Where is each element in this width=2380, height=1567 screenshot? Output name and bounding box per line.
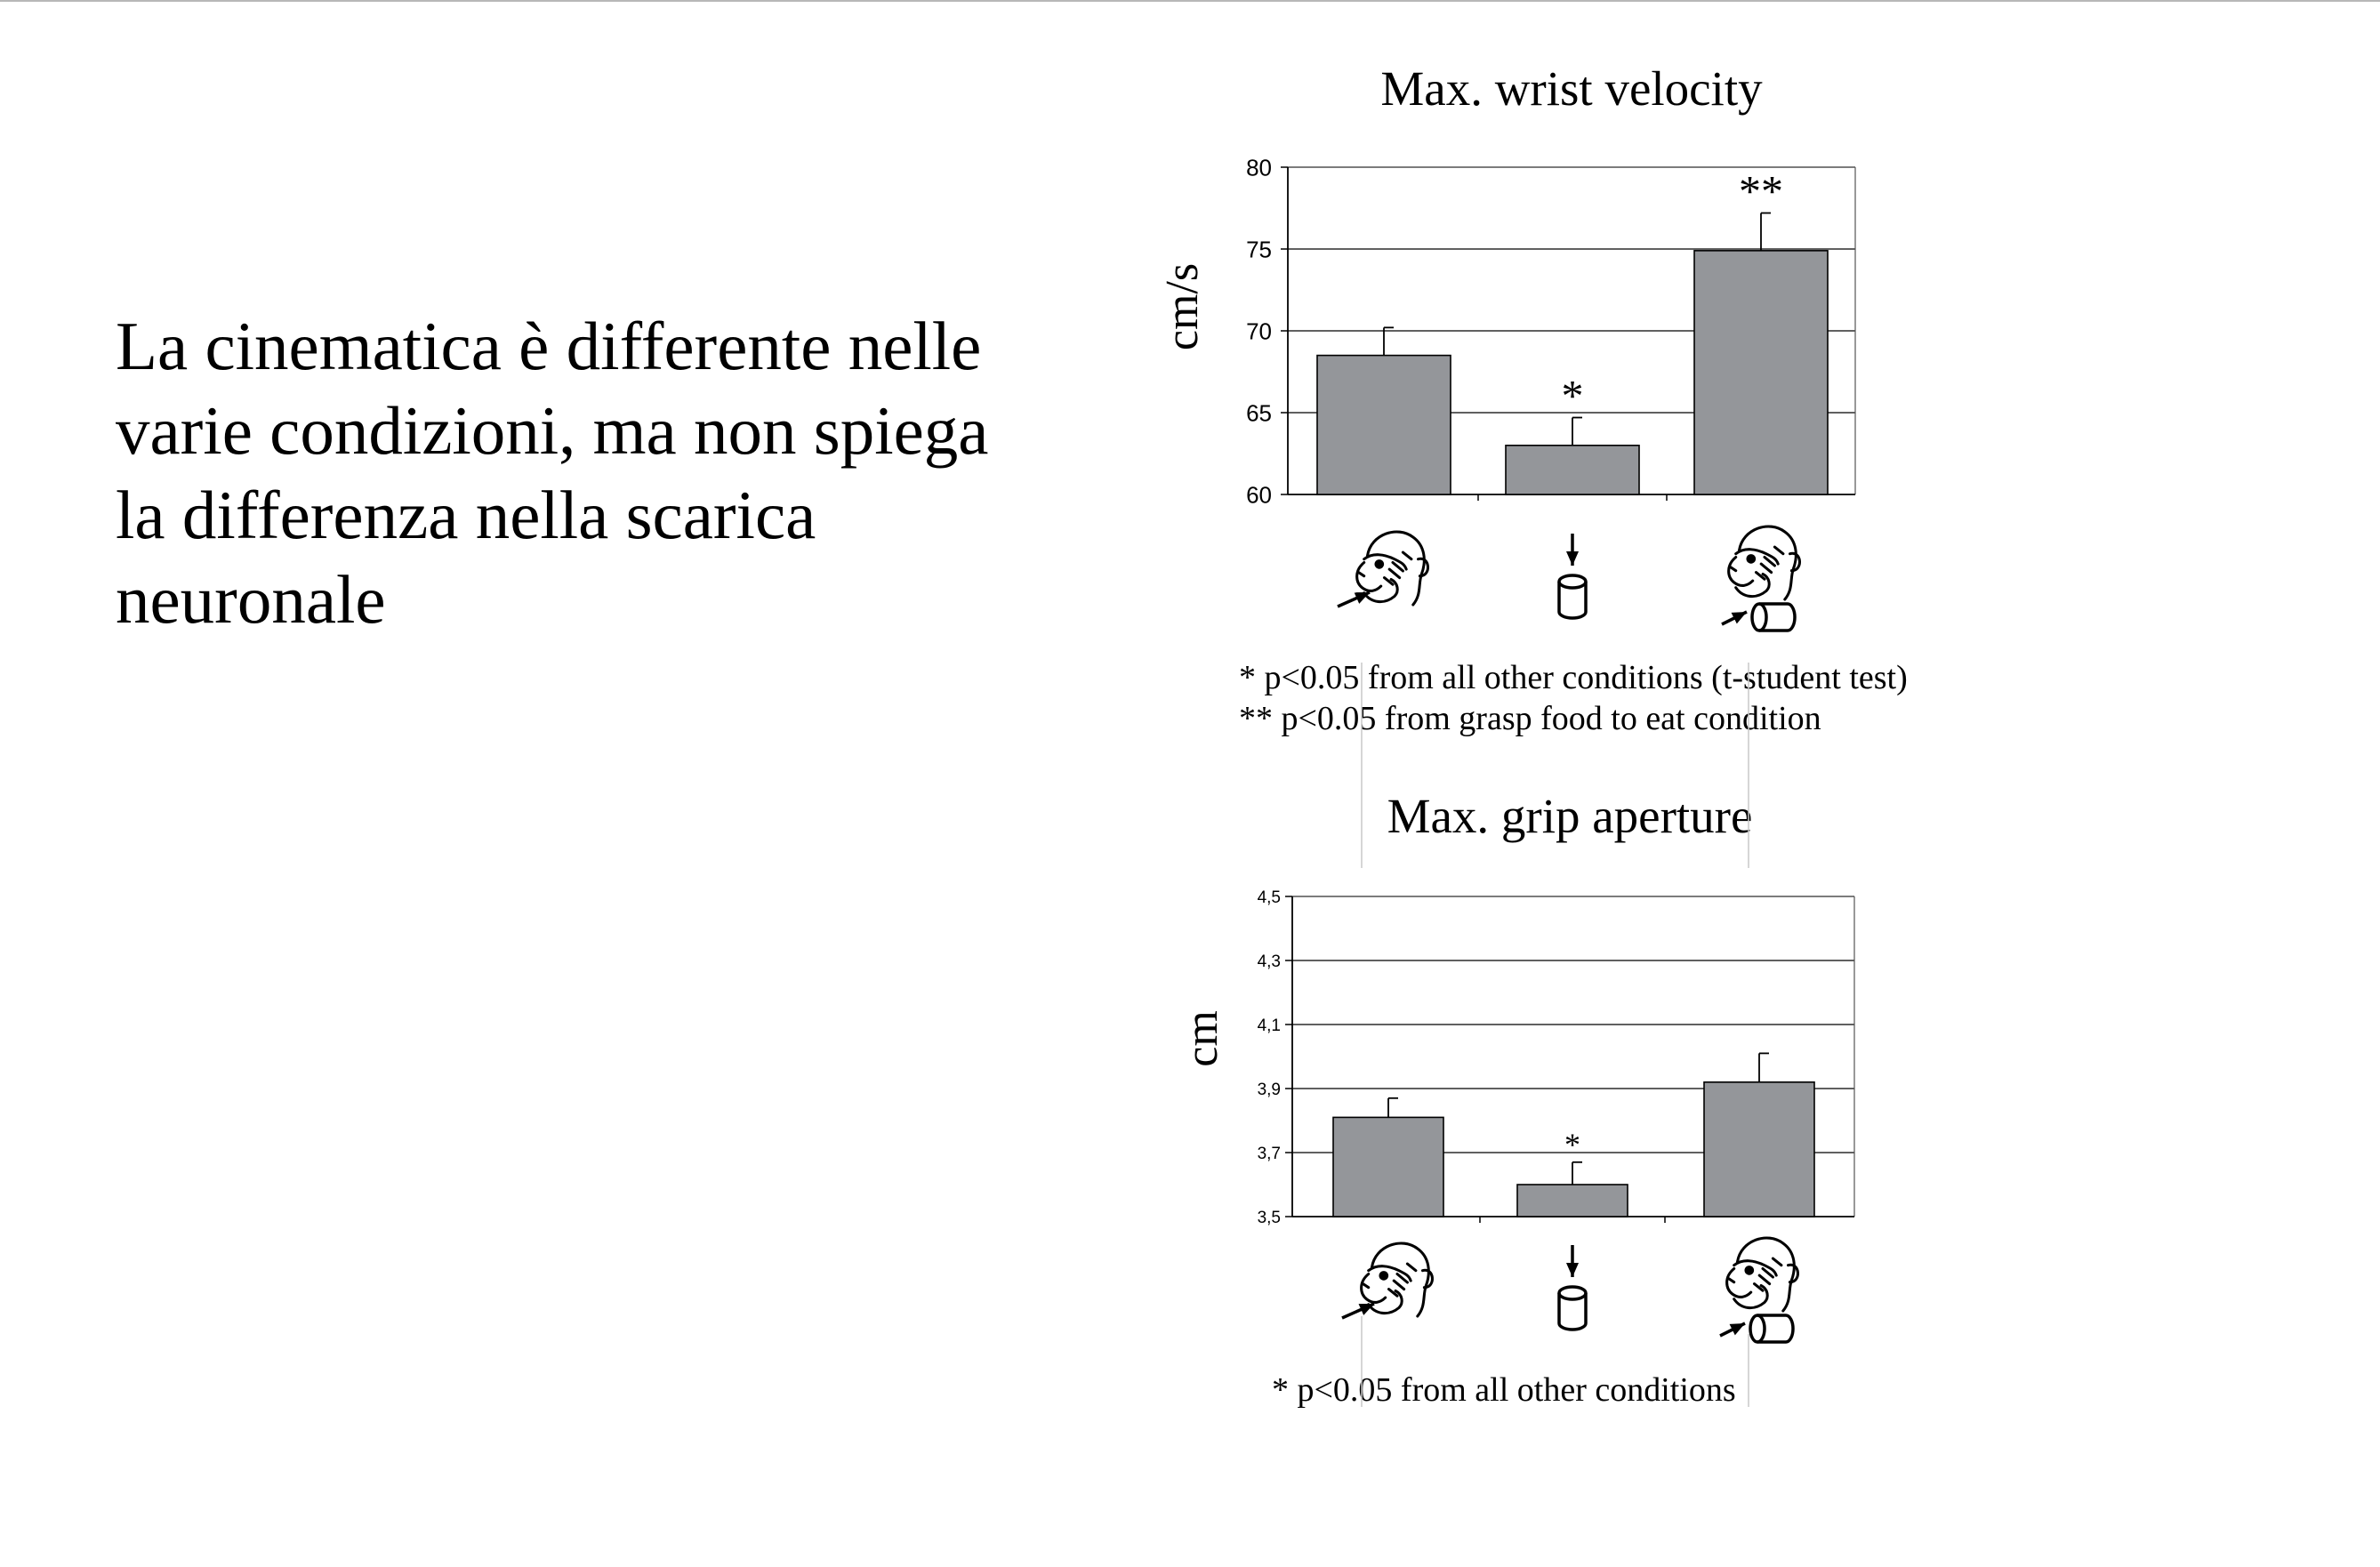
monkey-ear bbox=[1786, 1263, 1799, 1284]
container-place-icon bbox=[1557, 1245, 1588, 1331]
container-rim bbox=[1749, 1314, 1766, 1344]
monkey-head-outline bbox=[1370, 1242, 1430, 1318]
slide-text-line: la differenza nella scarica bbox=[116, 477, 816, 553]
side-container-icon bbox=[1750, 602, 1797, 632]
slide-text-line: varie condizioni, ma non spiega bbox=[116, 392, 989, 469]
monkey-head-outline bbox=[1737, 525, 1797, 601]
monkey-nose bbox=[1727, 1277, 1736, 1284]
monkey-muzzle bbox=[1355, 560, 1383, 592]
y-axis-label: cm bbox=[1177, 1010, 1227, 1067]
container-rim bbox=[1557, 1285, 1588, 1301]
y-tick-label: 60 bbox=[1246, 481, 1272, 508]
bar bbox=[1516, 1184, 1628, 1217]
significance-mark: ** bbox=[1739, 166, 1783, 216]
monkey-nose bbox=[1362, 1282, 1371, 1290]
top-border-line bbox=[0, 0, 2380, 2]
monkey-brow bbox=[1733, 1259, 1778, 1277]
container-body bbox=[1557, 582, 1588, 620]
monkey-shading bbox=[1382, 550, 1413, 586]
container-icon bbox=[1557, 1285, 1588, 1331]
grasp-arrow-head bbox=[1358, 1304, 1374, 1315]
monkey-head-icon bbox=[1360, 1242, 1434, 1318]
monkey-jaw bbox=[1733, 1283, 1769, 1309]
place-arrow-head bbox=[1566, 551, 1579, 566]
footnote: * p<0.05 from all other conditions (t-st… bbox=[1239, 659, 1908, 696]
monkey-brow bbox=[1734, 548, 1780, 566]
monkey-head-icon bbox=[1727, 525, 1801, 601]
container-icon bbox=[1557, 574, 1588, 620]
monkey-eye bbox=[1374, 559, 1385, 569]
chart-title: Max. grip aperture bbox=[1387, 789, 1753, 843]
monkey-brow bbox=[1367, 1265, 1412, 1282]
significance-mark: * bbox=[1564, 1127, 1580, 1162]
monkey-nose bbox=[1729, 566, 1738, 573]
monkey-eye bbox=[1746, 554, 1757, 564]
y-tick-label: 3,5 bbox=[1258, 1209, 1281, 1227]
bar bbox=[1693, 250, 1829, 495]
slide-body-text: La cinematica è differente nelle varie c… bbox=[116, 304, 1094, 642]
grip-aperture-chart: Max. grip aperture cm 3,5 3,7 3,9 4,1 4,3 4,5 * *… bbox=[1177, 789, 1855, 1409]
monkey-mouth-grasp-icon bbox=[1337, 530, 1429, 608]
footnote: * p<0.05 from all other conditions bbox=[1272, 1371, 1736, 1409]
monkey-head-icon bbox=[1355, 530, 1429, 607]
bar bbox=[1316, 354, 1451, 495]
bar bbox=[1332, 1116, 1444, 1217]
y-tick-label: 3,9 bbox=[1258, 1081, 1281, 1099]
container-body bbox=[1557, 1293, 1588, 1331]
slide-text-line: neuronale bbox=[116, 561, 386, 638]
container-body bbox=[1759, 602, 1797, 632]
monkey-shading bbox=[1754, 545, 1785, 581]
monkey-shading bbox=[1752, 1257, 1783, 1292]
y-tick-label: 80 bbox=[1246, 154, 1272, 181]
monkey-muzzle bbox=[1727, 555, 1755, 587]
monkey-brow bbox=[1363, 553, 1408, 571]
grasp-arrow-head bbox=[1729, 1323, 1745, 1336]
monkey-muzzle bbox=[1725, 1266, 1753, 1298]
y-tick-label: 65 bbox=[1246, 399, 1272, 426]
grasp-arrow-head bbox=[1354, 592, 1370, 604]
monkey-container-grasp-icon bbox=[1719, 1236, 1799, 1344]
container-body bbox=[1757, 1314, 1795, 1344]
bar bbox=[1505, 444, 1640, 495]
monkey-ear bbox=[1416, 557, 1429, 578]
container-rim bbox=[1750, 602, 1768, 632]
monkey-jaw bbox=[1734, 572, 1771, 598]
y-axis-label: cm/s bbox=[1157, 263, 1208, 350]
monkey-head-outline bbox=[1735, 1236, 1796, 1313]
grasp-arrow-head bbox=[1731, 612, 1747, 624]
place-arrow-head bbox=[1566, 1263, 1579, 1277]
monkey-head-icon bbox=[1725, 1236, 1799, 1313]
chart-title: Max. wrist velocity bbox=[1380, 61, 1763, 116]
y-tick-label: 70 bbox=[1246, 317, 1272, 344]
y-tick-label: 4,3 bbox=[1258, 952, 1281, 971]
side-container-icon bbox=[1749, 1314, 1795, 1344]
container-place-icon bbox=[1557, 534, 1588, 620]
monkey-mouth-grasp-icon bbox=[1341, 1242, 1434, 1320]
monkey-jaw bbox=[1367, 1289, 1403, 1314]
monkey-ear bbox=[1420, 1268, 1434, 1290]
y-tick-label: 3,7 bbox=[1258, 1145, 1281, 1163]
monkey-nose bbox=[1357, 571, 1366, 578]
bar bbox=[1703, 1081, 1815, 1217]
monkey-jaw bbox=[1363, 577, 1399, 603]
monkey-shading bbox=[1387, 1262, 1418, 1298]
y-tick-label: 4,5 bbox=[1258, 888, 1281, 907]
y-tick-label: 75 bbox=[1246, 236, 1272, 262]
significance-mark: * bbox=[1562, 371, 1584, 421]
monkey-container-grasp-icon bbox=[1721, 525, 1801, 632]
container-rim bbox=[1557, 574, 1588, 590]
monkey-eye bbox=[1379, 1271, 1389, 1281]
monkey-head-outline bbox=[1365, 530, 1426, 607]
footnote: ** p<0.05 from grasp food to eat conditi… bbox=[1239, 700, 1821, 737]
monkey-ear bbox=[1788, 551, 1801, 573]
y-tick-label: 4,1 bbox=[1258, 1017, 1281, 1035]
monkey-eye bbox=[1744, 1266, 1755, 1275]
slide-text-line: La cinematica è differente nelle bbox=[116, 308, 982, 384]
monkey-muzzle bbox=[1360, 1272, 1387, 1304]
